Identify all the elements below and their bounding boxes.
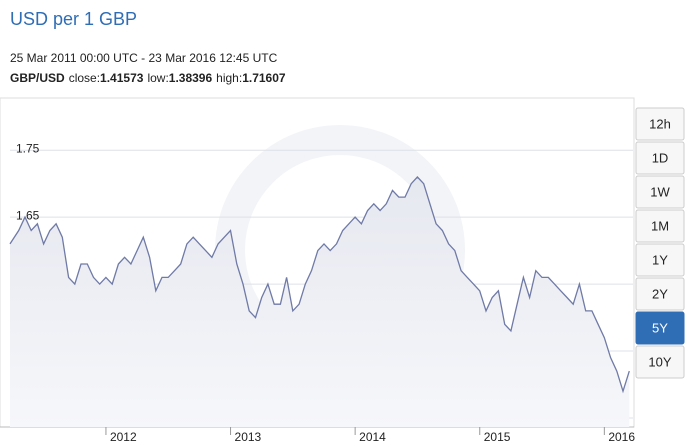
stat-label: low: — [147, 71, 168, 85]
range-button[interactable]: 5Y — [635, 311, 685, 345]
range-button[interactable]: 1Y — [635, 243, 685, 277]
range-button-label: 12h — [649, 116, 671, 131]
range-button-bg — [635, 311, 685, 345]
range-button[interactable]: 10Y — [635, 345, 685, 379]
y-tick-label: 1.75 — [16, 141, 40, 155]
x-tick-label: 2015 — [484, 430, 511, 444]
stat-value: 1.41573 — [100, 71, 144, 85]
range-button[interactable]: 12h — [635, 107, 685, 141]
stat-label: close: — [69, 71, 100, 85]
range-button-bg — [635, 243, 685, 277]
stat-label: high: — [216, 71, 242, 85]
range-button-label: 1W — [650, 184, 670, 199]
stat-value: 1.38396 — [169, 71, 213, 85]
range-button-bg — [635, 345, 685, 379]
range-button-label: 10Y — [648, 354, 671, 369]
range-button[interactable]: 2Y — [635, 277, 685, 311]
x-tick-label: 2013 — [235, 430, 262, 444]
range-button-bg — [635, 107, 685, 141]
stat-value: 1.71607 — [242, 71, 286, 85]
y-tick-label: 1.65 — [16, 208, 40, 222]
range-button-label: 5Y — [652, 320, 668, 335]
range-button[interactable]: 1W — [635, 175, 685, 209]
range-button-bg — [635, 209, 685, 243]
x-tick-label: 2014 — [359, 430, 386, 444]
x-tick-label: 2012 — [110, 430, 137, 444]
range-button-bg — [635, 175, 685, 209]
stats-line: GBP/USD close:1.41573 low:1.38396 high:1.71… — [10, 71, 286, 85]
chart-title: USD per 1 GBP — [10, 9, 137, 29]
range-button[interactable]: 1D — [635, 141, 685, 175]
range-button-label: 2Y — [652, 286, 668, 301]
line — [9, 176, 630, 394]
area-fill — [10, 177, 630, 427]
range-button-bg — [635, 277, 685, 311]
pair: GBP/USD — [10, 71, 65, 85]
date-range: 25 Mar 2011 00:00 UTC - 23 Mar 2016 12:4… — [10, 51, 278, 65]
range-button-label: 1D — [652, 150, 669, 165]
range-button[interactable]: 1M — [635, 209, 685, 243]
x-tick-label: 2016 — [608, 430, 635, 444]
range-button-bg — [635, 141, 685, 175]
range-button-label: 1M — [651, 218, 669, 233]
range-button-label: 1Y — [652, 252, 668, 267]
